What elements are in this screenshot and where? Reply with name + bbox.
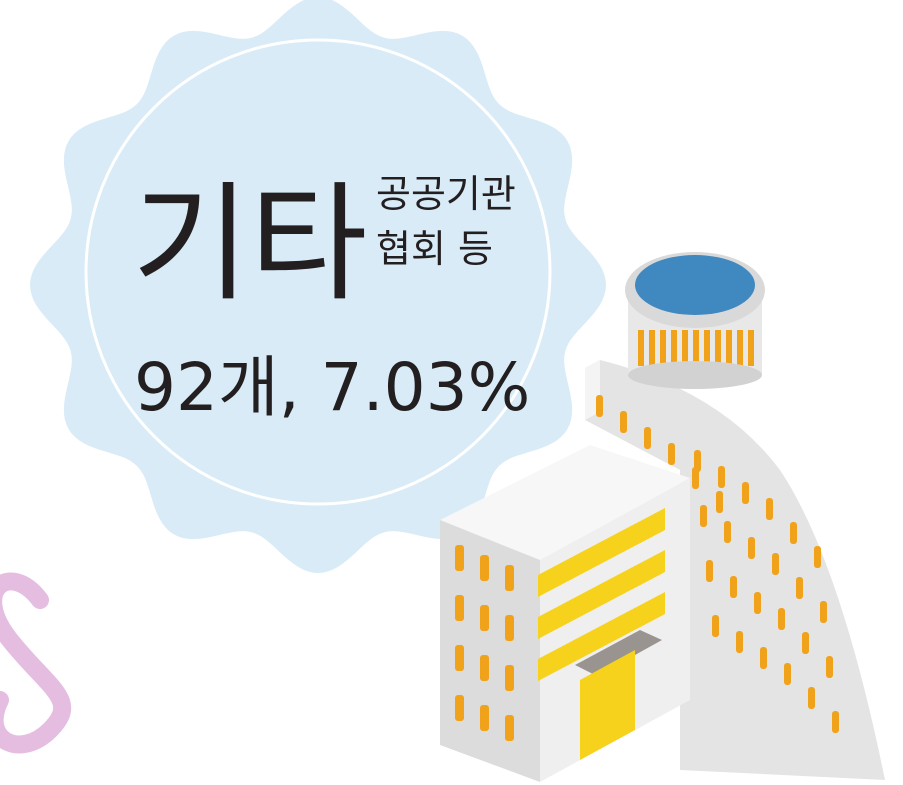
- tower-window: [682, 330, 688, 366]
- wing-window: [730, 576, 737, 598]
- side-window: [480, 605, 489, 631]
- badge-title: 기타: [132, 170, 368, 319]
- wing-window: [644, 427, 651, 449]
- badge-subtitle: 협회 등: [376, 227, 493, 271]
- wing-window: [784, 663, 791, 685]
- side-window: [480, 705, 489, 731]
- decor-loop: [0, 572, 72, 754]
- tower-window: [726, 330, 732, 366]
- side-window: [505, 665, 514, 691]
- side-window: [455, 695, 464, 721]
- wing-window: [760, 647, 767, 669]
- tower-roof: [635, 255, 755, 315]
- wing-window: [700, 505, 707, 527]
- window-band: [538, 550, 665, 639]
- badge-subtitle: 공공기관: [376, 172, 516, 216]
- wing-window: [748, 537, 755, 559]
- entrance-door: [580, 650, 635, 760]
- curved-wing: [585, 360, 885, 780]
- wing-window: [716, 491, 723, 513]
- badge-ring: [84, 38, 552, 506]
- side-window: [505, 715, 514, 741]
- wing-window: [620, 411, 627, 433]
- side-window: [455, 595, 464, 621]
- tower-window: [693, 330, 699, 366]
- wing-window: [796, 577, 803, 599]
- side-window: [505, 615, 514, 641]
- wing-window: [766, 498, 773, 520]
- wing-window: [692, 467, 699, 489]
- wing-window: [712, 615, 719, 637]
- wing-window: [596, 395, 603, 417]
- tower-window: [737, 330, 743, 366]
- entrance-canopy: [575, 630, 662, 676]
- wing-windows: [596, 395, 839, 733]
- window-band: [538, 508, 665, 597]
- building: [440, 252, 885, 782]
- wing-window: [694, 450, 701, 472]
- wing-window: [742, 482, 749, 504]
- wing-window: [706, 560, 713, 582]
- tower-window: [748, 330, 754, 366]
- wing-window: [820, 601, 827, 623]
- wing-window: [724, 521, 731, 543]
- tower-base: [628, 361, 762, 389]
- tower-window: [660, 330, 666, 366]
- side-window: [480, 655, 489, 681]
- badge-stat: 92개, 7.03%: [134, 349, 530, 426]
- wing-window: [778, 608, 785, 630]
- wing-window: [808, 687, 815, 709]
- tower-window: [704, 330, 710, 366]
- side-window: [455, 645, 464, 671]
- wing-window: [754, 592, 761, 614]
- wing-window: [802, 632, 809, 654]
- badge-shape: [30, 0, 606, 573]
- side-window: [455, 545, 464, 571]
- wing-window: [832, 711, 839, 733]
- side-window: [505, 565, 514, 591]
- tower-window: [671, 330, 677, 366]
- tower-windows: [638, 330, 754, 366]
- wing-window: [668, 443, 675, 465]
- tower-window: [638, 330, 644, 366]
- tower-window: [715, 330, 721, 366]
- block-left: [440, 520, 540, 782]
- wing-window: [736, 631, 743, 653]
- window-band: [538, 592, 665, 681]
- tower-window: [649, 330, 655, 366]
- wing-window: [772, 553, 779, 575]
- wing-window: [718, 466, 725, 488]
- wing-window: [790, 522, 797, 544]
- side-window: [480, 555, 489, 581]
- block-top: [440, 445, 690, 560]
- wavy-badge: [30, 0, 606, 573]
- wing-window: [814, 546, 821, 568]
- block-windows: [455, 508, 665, 741]
- wing-window: [826, 656, 833, 678]
